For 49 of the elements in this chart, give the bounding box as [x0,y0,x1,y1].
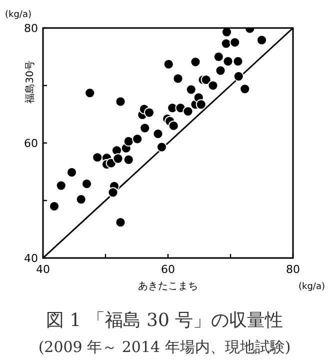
y-tick-label: 40 [24,252,38,265]
point [186,84,196,95]
point [190,56,201,68]
point [108,187,118,198]
point [76,194,86,205]
y-tick-label: 60 [24,137,38,150]
point [232,56,244,67]
point [123,136,134,147]
point [256,34,268,46]
y-tick-label: 80 [24,22,38,35]
point [200,74,212,86]
point [182,106,194,117]
text: 図 1 「福島 30 号」の収量性 [46,310,284,331]
point [221,28,232,38]
point [92,152,103,163]
point [233,71,244,82]
point [81,178,92,190]
point [84,88,96,98]
point [144,107,155,118]
point [172,73,184,84]
x-axis-title: あきたこまち [138,281,198,292]
x-tick-label: 40 [36,263,50,276]
point [230,37,240,48]
text: (kg/a) [5,10,32,20]
point [115,217,126,228]
point [140,122,150,134]
point [56,180,66,191]
point [163,58,174,70]
x-tick-label: 60 [161,263,175,276]
point [156,142,168,152]
y-axis-title: 福島30号 [24,60,36,104]
text: (2009 年～ 2014 年場内、現地試験) [38,338,291,356]
point [215,65,226,76]
point [48,200,60,212]
point [112,153,124,164]
text: (kg/a) [298,282,325,292]
point [152,128,164,140]
point [222,56,234,67]
point [132,134,143,144]
point [240,84,250,94]
point [168,120,179,132]
x-tick-label: 80 [286,263,300,276]
point [196,99,206,110]
point [115,96,126,107]
point [123,154,134,165]
point [213,51,224,62]
point [208,80,218,91]
point [66,167,78,178]
point [220,38,232,49]
